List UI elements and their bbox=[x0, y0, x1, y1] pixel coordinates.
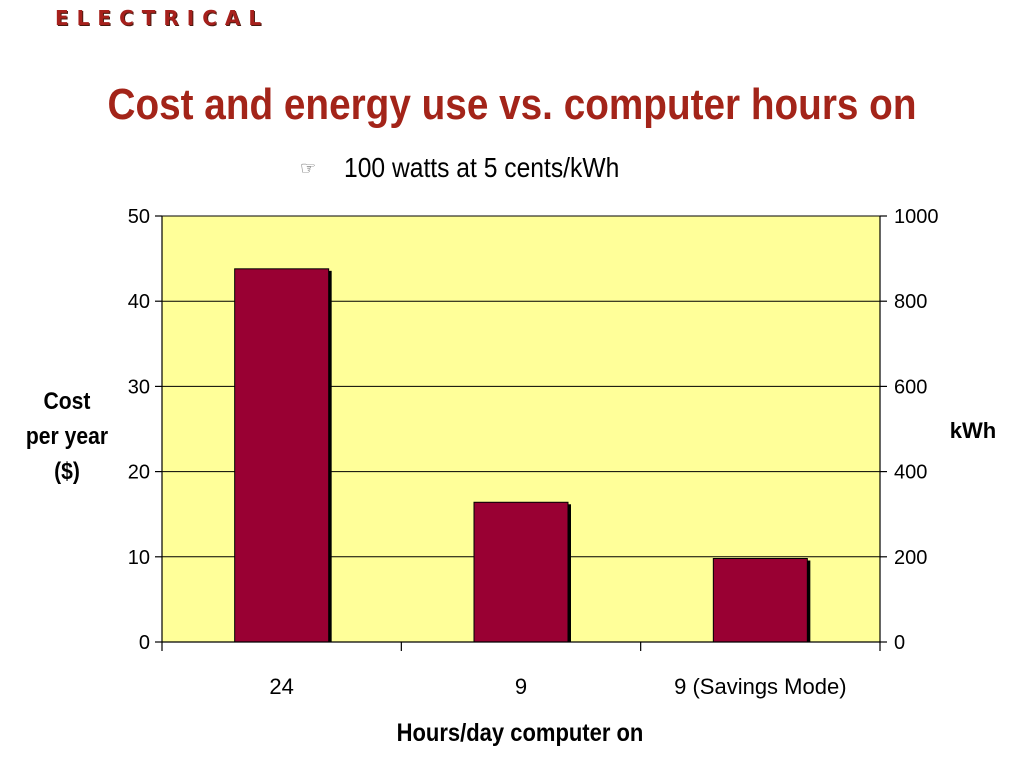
y-axis-label: Cost per year ($) bbox=[26, 388, 108, 485]
x-tick-label: 9 bbox=[515, 674, 527, 699]
y2-axis-label: kWh bbox=[950, 418, 996, 443]
y2-tick-label: 600 bbox=[894, 376, 927, 398]
y-tick-label: 0 bbox=[139, 632, 150, 654]
slide-title: Cost and energy use vs. computer hours o… bbox=[107, 80, 917, 129]
y-axis-tick-labels: 0 10 20 30 40 50 bbox=[128, 206, 150, 654]
axes bbox=[155, 215, 887, 651]
bar-1 bbox=[473, 501, 569, 643]
y-tick-label: 50 bbox=[128, 206, 150, 228]
x-axis-tick-labels: 24 9 9 (Savings Mode) bbox=[269, 674, 846, 699]
y-tick-label: 40 bbox=[128, 291, 150, 313]
bar-0 bbox=[234, 268, 330, 643]
section-tag: ELECTRICAL bbox=[55, 6, 270, 30]
x-axis-label: Hours/day computer on bbox=[397, 719, 644, 747]
y2-tick-label: 400 bbox=[894, 462, 927, 484]
y2-tick-label: 200 bbox=[894, 547, 927, 569]
y2-axis-tick-labels: 0 200 400 600 800 1000 bbox=[894, 206, 939, 654]
y2-tick-label: 800 bbox=[894, 291, 927, 313]
y2-tick-label: 1000 bbox=[894, 206, 939, 228]
y-tick-label: 10 bbox=[128, 547, 150, 569]
y-tick-label: 30 bbox=[128, 376, 150, 398]
x-tick-label: 9 (Savings Mode) bbox=[674, 674, 846, 699]
pointing-hand-icon: ☞ bbox=[300, 157, 317, 179]
x-tick-label: 24 bbox=[269, 674, 293, 699]
bar-2 bbox=[712, 558, 808, 643]
y-tick-label: 20 bbox=[128, 462, 150, 484]
bullet-text: 100 watts at 5 cents/kWh bbox=[344, 152, 620, 183]
bullet-point: ☞ 100 watts at 5 cents/kWh bbox=[300, 152, 657, 184]
y2-tick-label: 0 bbox=[894, 632, 905, 654]
bars bbox=[234, 268, 811, 643]
